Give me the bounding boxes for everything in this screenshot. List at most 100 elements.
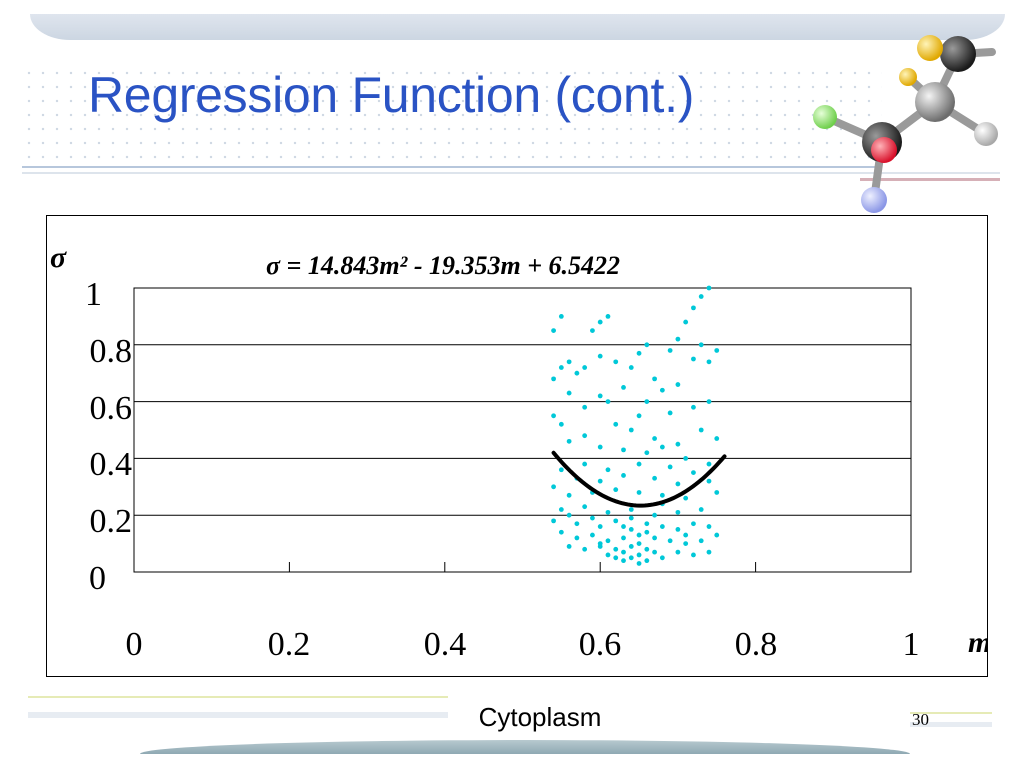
slide-caption: Cytoplasm bbox=[478, 702, 602, 732]
data-point bbox=[590, 532, 595, 538]
data-point bbox=[667, 538, 673, 544]
y-tick-label: 0.8 bbox=[90, 333, 133, 370]
data-point bbox=[706, 359, 712, 365]
dot-grid-decoration bbox=[22, 66, 882, 166]
data-point bbox=[706, 478, 712, 484]
molecule-icon bbox=[813, 35, 998, 213]
data-point bbox=[706, 549, 712, 555]
data-point bbox=[698, 294, 704, 299]
data-point bbox=[714, 348, 720, 353]
data-point bbox=[644, 529, 650, 535]
chart-frame bbox=[46, 215, 988, 677]
data-point bbox=[636, 490, 642, 495]
data-point bbox=[605, 399, 611, 404]
regression-curve bbox=[551, 450, 727, 508]
data-point bbox=[613, 359, 619, 365]
data-point bbox=[613, 546, 619, 552]
data-point bbox=[597, 353, 603, 359]
data-point bbox=[597, 541, 603, 546]
data-point bbox=[714, 490, 720, 495]
data-point bbox=[698, 507, 704, 512]
data-point bbox=[558, 365, 564, 370]
data-point bbox=[590, 328, 595, 333]
data-point bbox=[644, 521, 650, 527]
data-point bbox=[691, 404, 696, 410]
data-point bbox=[574, 370, 580, 376]
data-point bbox=[558, 421, 564, 427]
data-point bbox=[636, 561, 642, 566]
data-point bbox=[636, 413, 642, 419]
data-point bbox=[675, 509, 681, 515]
data-point bbox=[613, 421, 619, 427]
data-point bbox=[558, 529, 564, 535]
data-point bbox=[644, 546, 650, 552]
x-tick-label: 0.8 bbox=[735, 626, 778, 663]
data-point bbox=[628, 544, 634, 549]
footer-line-right bbox=[910, 712, 992, 714]
data-point bbox=[675, 481, 681, 487]
data-point bbox=[644, 558, 650, 564]
data-point bbox=[652, 436, 657, 441]
data-point bbox=[551, 376, 556, 382]
data-point bbox=[597, 444, 603, 450]
x-tick-label: 0.6 bbox=[579, 626, 622, 663]
data-point bbox=[621, 558, 626, 564]
data-point bbox=[706, 285, 712, 291]
footer-line-right-secondary bbox=[910, 722, 992, 727]
data-point bbox=[628, 365, 634, 370]
y-tick-label: 0.2 bbox=[90, 503, 133, 540]
regression-chart: σ m σ = 14.843m² - 19.353m + 6.5422 0 0.… bbox=[46, 215, 988, 677]
data-point bbox=[636, 532, 642, 538]
data-point bbox=[551, 328, 556, 333]
x-axis-label: m bbox=[968, 626, 988, 659]
y-tick-label: 0 bbox=[89, 560, 106, 597]
data-point bbox=[698, 538, 704, 544]
data-point bbox=[628, 555, 634, 561]
data-point bbox=[691, 356, 696, 362]
data-point bbox=[566, 512, 572, 518]
footer-line-secondary bbox=[28, 712, 448, 718]
data-point bbox=[597, 524, 603, 529]
data-point bbox=[605, 467, 611, 473]
data-point bbox=[551, 413, 556, 419]
data-point bbox=[667, 410, 673, 416]
data-point bbox=[558, 507, 564, 512]
data-point bbox=[590, 515, 595, 521]
data-point bbox=[698, 427, 704, 433]
data-point bbox=[582, 546, 588, 552]
data-point bbox=[706, 524, 712, 529]
data-point bbox=[691, 305, 696, 311]
data-point bbox=[675, 527, 681, 532]
data-point bbox=[628, 527, 634, 532]
data-point bbox=[605, 314, 611, 319]
data-point bbox=[566, 492, 572, 498]
data-point bbox=[683, 532, 689, 538]
title-underline bbox=[22, 166, 882, 168]
data-point bbox=[675, 382, 681, 387]
x-tick-label: 0.4 bbox=[424, 626, 467, 663]
data-point bbox=[691, 470, 696, 475]
data-point bbox=[636, 552, 642, 558]
data-point bbox=[605, 552, 611, 558]
data-point bbox=[582, 433, 588, 439]
data-point bbox=[667, 348, 673, 353]
data-point bbox=[652, 549, 657, 555]
data-point bbox=[652, 512, 657, 518]
data-point bbox=[644, 450, 650, 456]
data-point bbox=[659, 524, 665, 529]
data-point bbox=[659, 444, 665, 450]
data-point bbox=[621, 385, 626, 390]
data-point bbox=[636, 350, 642, 356]
data-point bbox=[621, 535, 626, 541]
data-point bbox=[582, 461, 588, 467]
data-point bbox=[659, 555, 665, 561]
data-point bbox=[628, 515, 634, 521]
data-point bbox=[613, 487, 619, 493]
data-point bbox=[652, 535, 657, 541]
data-point bbox=[582, 365, 588, 370]
data-point bbox=[566, 390, 572, 396]
data-point bbox=[691, 552, 696, 558]
data-point bbox=[683, 495, 689, 501]
regression-equation: σ = 14.843m² - 19.353m + 6.5422 bbox=[266, 251, 620, 280]
data-point bbox=[714, 436, 720, 441]
